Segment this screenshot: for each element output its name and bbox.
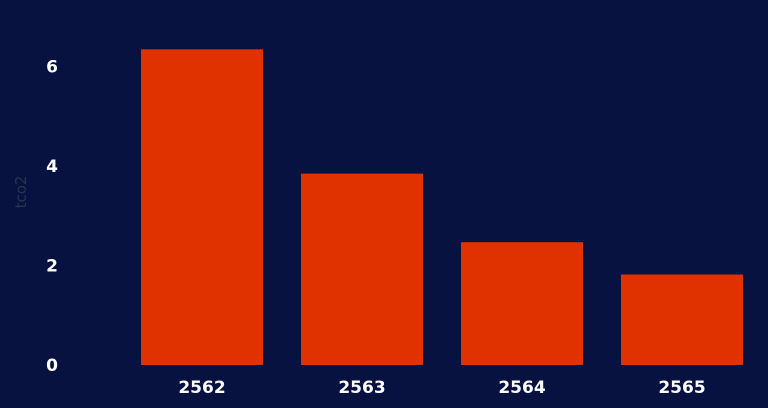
y-axis-label: tco2 <box>12 176 30 209</box>
bar-2563 <box>301 173 423 365</box>
bar-2562 <box>141 49 263 366</box>
bar-2564 <box>461 242 583 365</box>
x-tick-label-2564: 2564 <box>498 378 545 398</box>
x-tick-label-2563: 2563 <box>338 378 385 398</box>
y-axis-ticks: 0 2 4 6 <box>46 58 58 376</box>
y-tick-label-0: 0 <box>46 356 58 376</box>
y-tick-label-2: 2 <box>46 257 58 277</box>
y-tick-label-4: 4 <box>46 157 58 177</box>
y-tick-label-6: 6 <box>46 58 58 78</box>
bars-group <box>141 49 743 366</box>
bar-2565 <box>621 274 743 365</box>
x-tick-label-2562: 2562 <box>178 378 225 398</box>
x-axis-ticks: 2562 2563 2564 2565 <box>178 378 705 398</box>
x-tick-label-2565: 2565 <box>658 378 705 398</box>
